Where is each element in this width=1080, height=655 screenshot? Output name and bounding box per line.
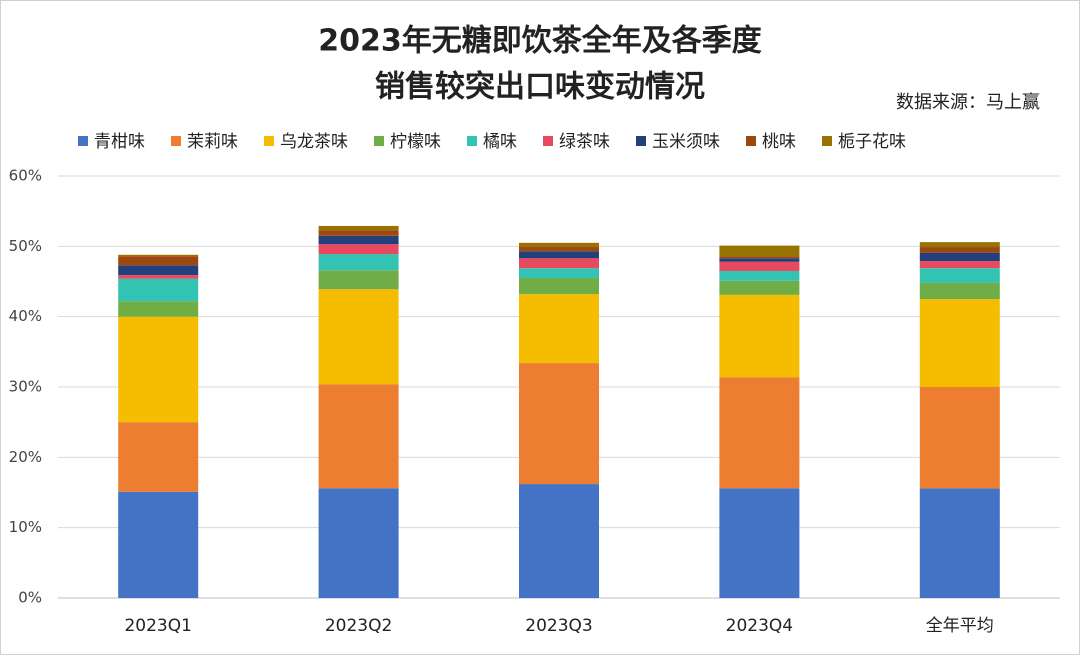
bar-segment xyxy=(519,242,599,248)
bar-segment xyxy=(318,254,399,271)
bar-segment xyxy=(118,316,199,423)
legend-label: 栀子花味 xyxy=(838,132,906,152)
bar-segment xyxy=(118,278,199,302)
bar-segment xyxy=(519,294,599,364)
bar-segment xyxy=(719,280,800,295)
bar-segment xyxy=(118,422,199,492)
bar-segment xyxy=(719,258,800,262)
source-note: 数据来源：马上赢 xyxy=(896,91,1040,113)
y-tick-label: 20% xyxy=(9,448,42,466)
bar-segment xyxy=(118,275,199,279)
bar-segment xyxy=(519,363,599,485)
bar-segment xyxy=(719,377,800,489)
y-tick-label: 50% xyxy=(9,237,42,255)
bar-segment xyxy=(519,247,599,252)
legend-swatch xyxy=(374,136,384,146)
bar-segment xyxy=(318,225,399,231)
legend-label: 橘味 xyxy=(483,132,517,152)
bar-segment xyxy=(318,235,399,245)
x-tick-label: 全年平均 xyxy=(926,616,994,636)
y-tick-label: 0% xyxy=(18,589,42,607)
chart-title: 销售较突出口味变动情况 xyxy=(375,70,705,105)
bar-segment xyxy=(719,488,800,598)
legend-swatch xyxy=(171,136,181,146)
bar-segment xyxy=(519,251,599,259)
bar-segment xyxy=(519,268,599,278)
bar-segment xyxy=(318,244,399,255)
legend-swatch xyxy=(78,136,88,146)
legend-swatch xyxy=(264,136,274,146)
bar-segment xyxy=(318,270,399,290)
y-tick-label: 30% xyxy=(9,378,42,396)
x-tick-label: 2023Q1 xyxy=(124,616,191,636)
bar-segment xyxy=(719,270,800,281)
bar-segment xyxy=(919,242,1000,248)
bar-segment xyxy=(719,261,800,271)
bar-segment xyxy=(318,384,399,489)
bar-segment xyxy=(318,289,399,385)
bar-segment xyxy=(318,488,399,598)
bar-segment xyxy=(318,230,399,236)
bar-segment xyxy=(719,294,800,378)
legend-label: 茉莉味 xyxy=(187,132,238,152)
bar-segment xyxy=(118,254,199,257)
chart-title: 2023年无糖即饮茶全年及各季度 xyxy=(318,24,762,59)
legend-label: 绿茶味 xyxy=(559,132,610,152)
legend-label: 桃味 xyxy=(762,132,796,152)
legend-label: 青柑味 xyxy=(94,132,145,152)
legend-label: 柠檬味 xyxy=(390,132,441,152)
legend-swatch xyxy=(636,136,646,146)
bar-segment xyxy=(919,488,1000,598)
legend-swatch xyxy=(543,136,553,146)
bar-segment xyxy=(919,299,1000,387)
legend-label: 乌龙茶味 xyxy=(280,132,348,152)
bar-segment xyxy=(519,484,599,598)
legend-label: 玉米须味 xyxy=(652,132,720,152)
bar-segment xyxy=(719,256,800,259)
bar-segment xyxy=(118,265,199,276)
bar-segment xyxy=(719,245,800,257)
bar-segment xyxy=(919,268,1000,283)
x-tick-label: 2023Q3 xyxy=(525,616,592,636)
bar-segment xyxy=(919,247,1000,253)
y-tick-label: 40% xyxy=(9,307,42,325)
x-tick-label: 2023Q2 xyxy=(325,616,392,636)
bar-segment xyxy=(519,277,599,295)
legend-swatch xyxy=(822,136,832,146)
x-tick-label: 2023Q4 xyxy=(726,616,793,636)
bar-segment xyxy=(118,301,199,317)
y-tick-label: 60% xyxy=(9,167,42,185)
bar-segment xyxy=(919,282,1000,300)
bar-segment xyxy=(118,491,199,598)
bar-segment xyxy=(919,387,1000,489)
bar-segment xyxy=(118,256,199,266)
legend-swatch xyxy=(467,136,477,146)
y-tick-label: 10% xyxy=(9,518,42,536)
bar-segment xyxy=(919,252,1000,262)
bar-segment xyxy=(919,261,1000,269)
legend-swatch xyxy=(746,136,756,146)
bar-segment xyxy=(519,258,599,269)
